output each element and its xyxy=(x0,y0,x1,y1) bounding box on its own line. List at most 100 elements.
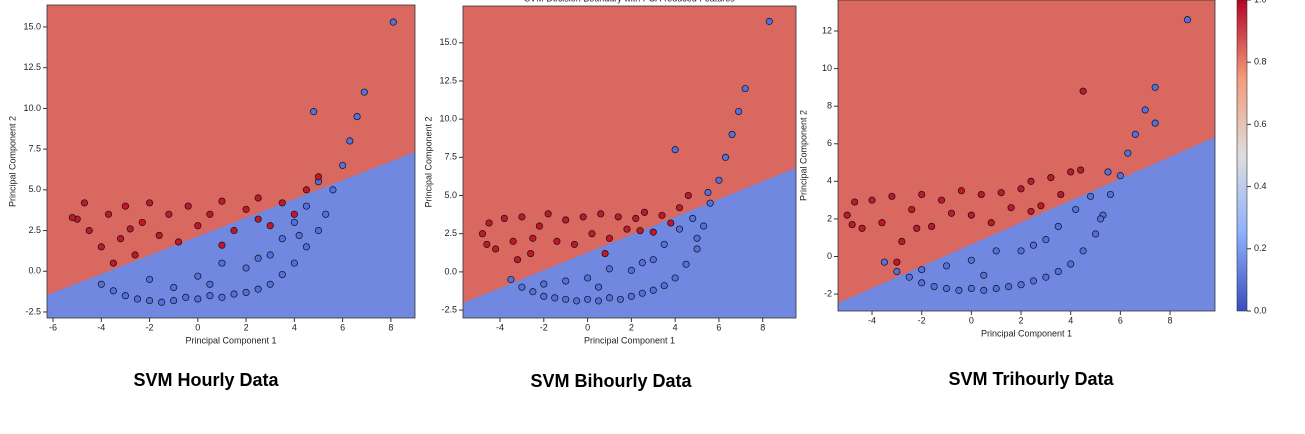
axes-frame xyxy=(837,0,1216,312)
point xyxy=(540,280,548,288)
point xyxy=(627,292,635,300)
point xyxy=(1017,281,1025,289)
point xyxy=(158,298,166,306)
point xyxy=(1042,273,1050,281)
caption: SVM Hourly Data xyxy=(133,370,279,390)
colorbar-tick-label: 0.4 xyxy=(1254,181,1267,191)
point xyxy=(684,191,692,200)
point xyxy=(649,286,657,294)
point xyxy=(987,219,995,227)
point xyxy=(509,237,517,245)
point xyxy=(1067,168,1075,176)
point xyxy=(266,251,274,259)
point xyxy=(1057,190,1065,199)
point xyxy=(942,284,951,293)
point xyxy=(851,198,859,206)
y-tick-label: 0.0 xyxy=(28,266,41,276)
point xyxy=(671,274,679,282)
point xyxy=(997,189,1005,197)
point xyxy=(254,285,262,293)
chart-title: SVM Decision Boundary with PCA-reduced F… xyxy=(524,0,735,3)
point xyxy=(955,286,963,294)
point xyxy=(551,294,559,302)
y-tick-label: -2.5 xyxy=(441,304,457,314)
point xyxy=(675,225,684,233)
point xyxy=(242,205,250,213)
point xyxy=(918,266,926,274)
y-tick-label: 12.5 xyxy=(439,75,457,85)
y-tick-label: 8 xyxy=(827,101,832,111)
point xyxy=(638,259,646,267)
point xyxy=(529,288,537,296)
point xyxy=(682,260,690,268)
x-tick-label: 0 xyxy=(969,315,974,325)
y-tick-label: -2.5 xyxy=(25,306,41,316)
y-tick-label: 5.0 xyxy=(444,190,457,200)
point xyxy=(278,270,286,279)
point xyxy=(573,297,581,305)
y-tick-label: 12 xyxy=(822,25,832,35)
point xyxy=(138,218,146,226)
x-tick-label: 4 xyxy=(1068,315,1073,325)
caption: SVM Trihourly Data xyxy=(948,369,1114,389)
point xyxy=(1007,204,1015,212)
point xyxy=(693,245,701,253)
point xyxy=(765,17,773,25)
point xyxy=(893,258,901,266)
point xyxy=(544,210,552,218)
point xyxy=(254,215,262,223)
point xyxy=(254,194,262,202)
point xyxy=(967,256,975,264)
point xyxy=(640,208,649,216)
point xyxy=(1054,267,1062,276)
point xyxy=(601,250,609,258)
y-tick-label: 2.5 xyxy=(444,228,457,238)
point xyxy=(1131,130,1139,138)
point xyxy=(314,173,323,181)
point xyxy=(535,222,543,230)
y-tick-label: 15.0 xyxy=(23,21,41,31)
point xyxy=(527,250,535,258)
point xyxy=(992,247,1000,255)
point xyxy=(658,211,666,219)
axes-frame xyxy=(462,5,797,319)
point xyxy=(584,295,592,303)
point xyxy=(938,196,946,204)
point xyxy=(85,226,93,235)
point xyxy=(1047,174,1055,182)
point xyxy=(485,219,493,227)
point xyxy=(638,289,646,297)
colorbar-tick-label: 0.6 xyxy=(1254,119,1267,129)
point xyxy=(868,196,876,204)
point xyxy=(290,218,298,226)
y-tick-label: 4 xyxy=(827,176,832,186)
point xyxy=(194,272,202,280)
point xyxy=(623,225,631,233)
point xyxy=(957,187,965,195)
point xyxy=(242,288,250,296)
point xyxy=(1042,236,1050,244)
point xyxy=(500,214,508,222)
point xyxy=(930,283,938,291)
point xyxy=(182,293,190,301)
point xyxy=(715,176,723,184)
x-tick-label: -2 xyxy=(146,322,154,332)
x-tick-label: 2 xyxy=(629,322,634,332)
colorbar-tick-label: 0.0 xyxy=(1254,305,1267,315)
x-tick-label: 4 xyxy=(292,322,297,332)
point xyxy=(290,259,298,267)
point xyxy=(1017,247,1025,255)
point xyxy=(627,266,635,274)
point xyxy=(893,267,901,276)
plot-area xyxy=(463,6,796,318)
point xyxy=(266,280,274,288)
x-tick-label: 8 xyxy=(760,322,765,332)
plot-area xyxy=(47,5,415,318)
point xyxy=(218,197,226,205)
point xyxy=(947,209,956,217)
region-class-0 xyxy=(47,152,415,318)
point xyxy=(194,222,202,230)
region-class-0 xyxy=(838,136,1215,311)
point xyxy=(693,234,701,242)
point xyxy=(616,295,624,303)
